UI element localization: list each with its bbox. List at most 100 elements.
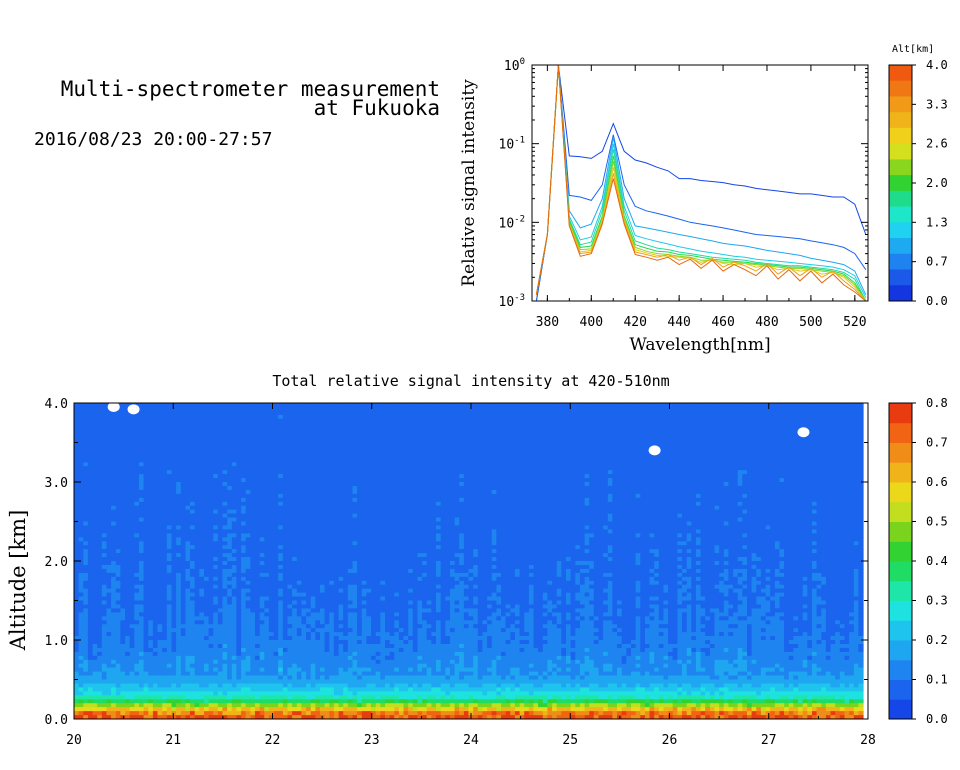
spectrum-ylabel: Relative signal intensity [459, 79, 479, 287]
heatmap-cell [194, 651, 200, 657]
heatmap-cell [320, 454, 326, 459]
heatmap-cell [106, 557, 112, 562]
heatmap-cell [162, 434, 168, 440]
heatmap-cell [185, 707, 191, 712]
heatmap-cell [120, 442, 126, 447]
heatmap-cell [268, 632, 275, 637]
heatmap-cell [120, 561, 126, 566]
heatmap-cell [213, 533, 219, 538]
heatmap-cell [287, 521, 293, 526]
heatmap-cell [292, 651, 298, 657]
heatmap-cell [111, 620, 117, 625]
heatmap-cell [213, 679, 219, 684]
heatmap-cell [333, 505, 340, 511]
heatmap-cell [74, 430, 80, 436]
heatmap-cell [162, 517, 168, 522]
heatmap-cell [166, 667, 172, 673]
heatmap-cell [152, 687, 159, 692]
heatmap-cell [208, 410, 214, 416]
heatmap-cell [176, 687, 182, 692]
heatmap-cell [333, 651, 340, 657]
heatmap-cell [343, 584, 349, 590]
heatmap-cell [199, 418, 205, 424]
heatmap-cell [162, 426, 168, 432]
heatmap-cell [296, 616, 302, 621]
heatmap-cell [171, 703, 177, 708]
heatmap-cell [129, 588, 135, 594]
heatmap-cell [92, 505, 98, 511]
heatmap-cell [347, 497, 353, 503]
heatmap-cell [129, 418, 135, 424]
heatmap-cell [282, 442, 289, 447]
heatmap-cell [129, 525, 135, 530]
heatmap-cell [111, 679, 117, 684]
heatmap-cell [343, 509, 349, 515]
heatmap-cell [310, 426, 316, 432]
heatmap-cell [208, 659, 214, 665]
heatmap-cell [194, 489, 200, 495]
heatmap-cell [143, 501, 149, 507]
heatmap-cell [315, 655, 321, 661]
heatmap-cell [78, 557, 84, 562]
heatmap-cell [310, 596, 316, 601]
heatmap-cell [217, 584, 224, 590]
heatmap-cell [180, 497, 186, 503]
heatmap-cell [176, 557, 182, 562]
heatmap-cell [329, 450, 335, 455]
heatmap-cell [347, 655, 353, 661]
heatmap-cell [190, 414, 196, 420]
heatmap-cell [74, 505, 80, 511]
heatmap-cell [343, 683, 349, 688]
heatmap-cell [255, 493, 261, 499]
heatmap-cell [245, 403, 251, 408]
heatmap-cell [296, 596, 302, 601]
heatmap-cell [143, 616, 149, 621]
heatmap-cell [296, 442, 302, 447]
heatmap-cell [83, 426, 89, 432]
heatmap-cell [273, 454, 279, 459]
heatmap-cell [134, 422, 140, 428]
heatmap-cell [329, 485, 335, 491]
heatmap-cell [250, 438, 256, 444]
heatmap-cell [264, 663, 270, 669]
heatmap-cell [329, 628, 335, 633]
heatmap-cell [292, 537, 298, 542]
heatmap-cell [296, 651, 302, 657]
heatmap-cell [101, 454, 107, 459]
heatmap-cell [306, 485, 312, 491]
heatmap-cell [352, 580, 358, 586]
heatmap-cell [143, 485, 149, 491]
heatmap-cell [241, 493, 247, 499]
heatmap-cell [333, 616, 340, 621]
heatmap-cell [171, 529, 177, 534]
heatmap-cell [333, 640, 340, 645]
heatmap-cell [134, 541, 140, 546]
heatmap-cell [306, 517, 312, 522]
heatmap-cell [115, 663, 121, 669]
heatmap-cell [273, 513, 279, 519]
heatmap-cell [101, 446, 107, 451]
heatmap-cell [320, 549, 326, 554]
heatmap-cell [255, 707, 261, 712]
heatmap-cell [222, 711, 228, 716]
heatmap-cell [185, 458, 191, 463]
heatmap-cell [273, 489, 279, 495]
heatmap-cell [245, 655, 251, 661]
heatmap-cell [166, 541, 172, 546]
heatmap-cell [97, 553, 103, 558]
heatmap-cell [97, 549, 103, 554]
heatmap-cell [352, 482, 358, 487]
heatmap-cell [87, 474, 94, 479]
heatmap-cell [185, 470, 191, 475]
heatmap-cell [152, 628, 159, 633]
heatmap-cell [176, 691, 182, 696]
heatmap-cell [101, 588, 107, 594]
heatmap-cell [199, 493, 205, 499]
heatmap-cell [301, 691, 307, 696]
heatmap-cell [343, 557, 349, 562]
heatmap-cell [111, 410, 117, 416]
heatmap-cell [143, 572, 149, 578]
heatmap-cell [268, 580, 275, 586]
heatmap-cell [148, 470, 154, 475]
heatmap-cell [101, 632, 107, 637]
